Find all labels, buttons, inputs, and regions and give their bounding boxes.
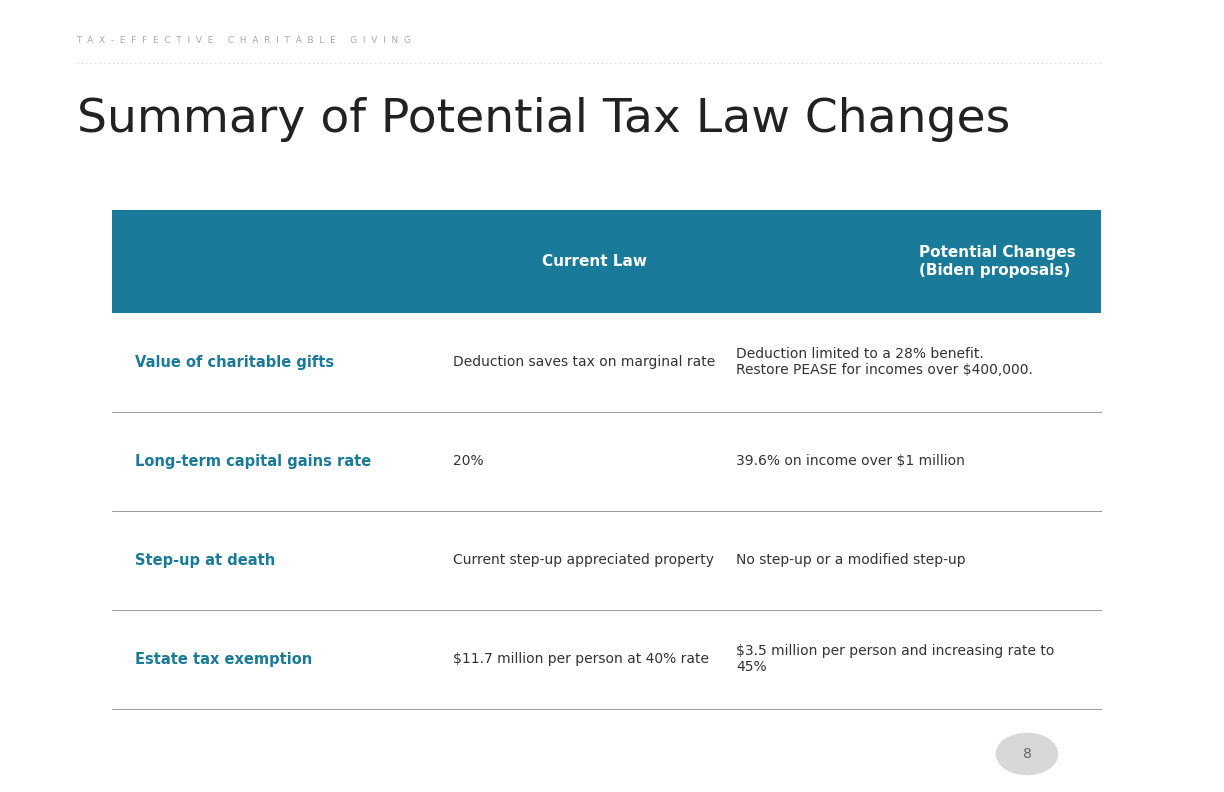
Text: Estate tax exemption: Estate tax exemption [136,652,312,667]
Text: 20%: 20% [453,455,483,468]
Text: $11.7 million per person at 40% rate: $11.7 million per person at 40% rate [453,653,710,666]
Text: 39.6% on income over $1 million: 39.6% on income over $1 million [736,455,965,468]
Text: Step-up at death: Step-up at death [136,553,275,568]
Text: Long-term capital gains rate: Long-term capital gains rate [136,454,372,469]
Text: Current step-up appreciated property: Current step-up appreciated property [453,554,715,567]
Text: No step-up or a modified step-up: No step-up or a modified step-up [736,554,966,567]
Text: Current Law: Current Law [542,254,647,268]
Text: Potential Changes
(Biden proposals): Potential Changes (Biden proposals) [918,246,1076,277]
Text: 8: 8 [1022,747,1032,761]
FancyBboxPatch shape [111,210,1102,313]
Text: $3.5 million per person and increasing rate to
45%: $3.5 million per person and increasing r… [736,644,1054,675]
Text: T  A  X  -  E  F  F  E  C  T  I  V  E     C  H  A  R  I  T  A  B  L  E     G  I : T A X - E F F E C T I V E C H A R I T A … [77,36,411,44]
Text: Summary of Potential Tax Law Changes: Summary of Potential Tax Law Changes [77,97,1010,142]
Text: Deduction saves tax on marginal rate: Deduction saves tax on marginal rate [453,356,716,369]
Text: Deduction limited to a 28% benefit.
Restore PEASE for incomes over $400,000.: Deduction limited to a 28% benefit. Rest… [736,347,1033,378]
Circle shape [996,733,1058,775]
Text: Value of charitable gifts: Value of charitable gifts [136,355,334,370]
